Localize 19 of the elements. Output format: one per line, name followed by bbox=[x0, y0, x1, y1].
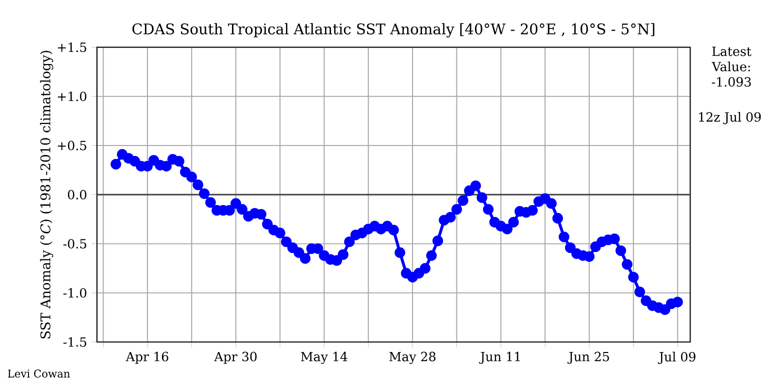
x-tick-label: Jun 25 bbox=[568, 352, 609, 364]
x-tick-label: Apr 16 bbox=[126, 352, 168, 364]
y-tick-label: +1.0 bbox=[58, 92, 86, 102]
y-tick-label: +1.5 bbox=[58, 42, 86, 52]
x-tick-label: Jun 11 bbox=[479, 352, 520, 364]
x-tick-label: Jul 09 bbox=[658, 352, 696, 364]
text: Levi Cowan bbox=[8, 370, 70, 378]
y-tick-label: 0.0 bbox=[68, 190, 86, 200]
text: Latest Value: -1.093 bbox=[712, 46, 752, 87]
y-tick-label: -1.5 bbox=[63, 337, 86, 347]
x-tick-label: Apr 30 bbox=[214, 352, 257, 364]
y-axis-title: SST Anomaly (°C) (1981-2010 climatology) bbox=[40, 50, 54, 338]
text: 12z Jul 09 bbox=[699, 112, 761, 124]
chart-title: CDAS South Tropical Atlantic SST Anomaly [40°W - 20°E , 10°S - 5°N] bbox=[132, 23, 654, 38]
y-tick-label: -1.0 bbox=[63, 288, 86, 298]
x-tick-label: May 28 bbox=[389, 352, 436, 364]
y-tick-label: -0.5 bbox=[63, 238, 86, 249]
x-tick-label: May 14 bbox=[300, 352, 348, 364]
y-tick-label: +0.5 bbox=[58, 140, 86, 150]
